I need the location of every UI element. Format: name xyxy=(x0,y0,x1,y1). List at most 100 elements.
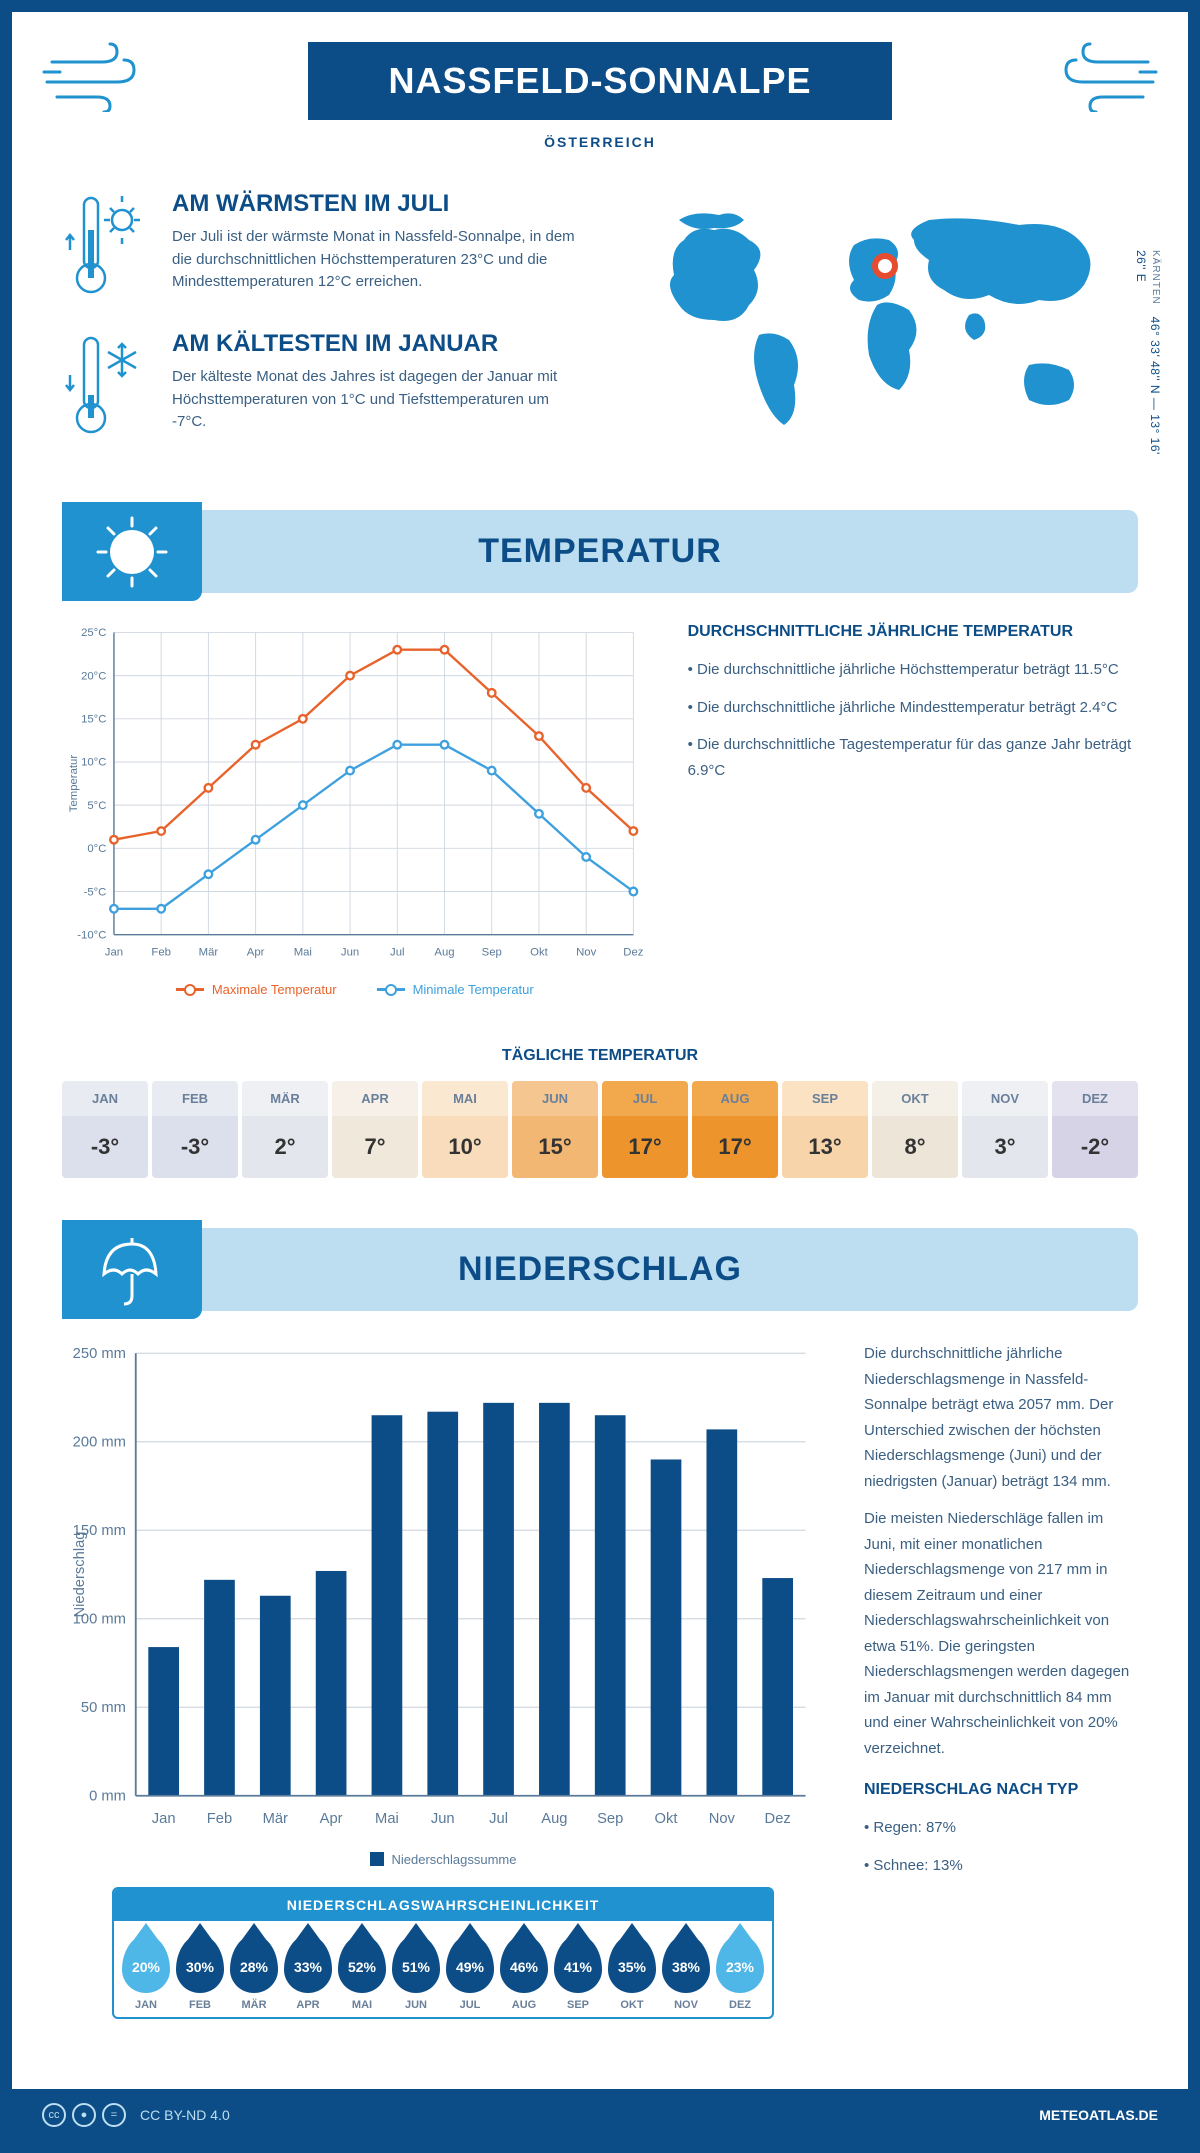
svg-text:Jan: Jan xyxy=(105,946,123,958)
precip-type-line: • Regen: 87% xyxy=(864,1815,1138,1841)
svg-text:Jul: Jul xyxy=(489,1811,508,1827)
month-cell: JUN 15° xyxy=(512,1081,598,1178)
drop-icon: 33% xyxy=(284,1935,332,1993)
daily-temp-strip: JAN -3°FEB -3°MÄR 2°APR 7°MAI 10°JUN 15°… xyxy=(12,1081,1188,1178)
svg-text:Apr: Apr xyxy=(320,1811,343,1827)
drop-cell: 23% DEZ xyxy=(716,1935,764,2011)
drop-icon: 35% xyxy=(608,1935,656,1993)
legend-swatch-max xyxy=(176,988,204,991)
fact-cold-text: Der kälteste Monat des Jahres ist dagege… xyxy=(172,366,580,434)
page-title: NASSFELD-SONNALPE xyxy=(308,42,891,120)
month-cell: APR 7° xyxy=(332,1081,418,1178)
month-cell-label: SEP xyxy=(782,1081,868,1116)
fact-coldest: AM KÄLTESTEN IM JANUAR Der kälteste Mona… xyxy=(62,330,580,440)
drop-cell: 33% APR xyxy=(284,1935,332,2011)
svg-text:10°C: 10°C xyxy=(81,757,106,769)
drop-month-label: JUL xyxy=(446,1999,494,2011)
drop-month-label: MAI xyxy=(338,1999,386,2011)
region-label: KÄRNTEN xyxy=(1150,250,1161,305)
drop-month-label: AUG xyxy=(500,1999,548,2011)
legend-min-label: Minimale Temperatur xyxy=(413,982,534,997)
svg-text:Mai: Mai xyxy=(375,1811,399,1827)
month-cell-label: FEB xyxy=(152,1081,238,1116)
temp-summary-title: DURCHSCHNITTLICHE JÄHRLICHE TEMPERATUR xyxy=(688,623,1138,641)
month-cell-label: NOV xyxy=(962,1081,1048,1116)
svg-text:Sep: Sep xyxy=(597,1811,623,1827)
svg-text:Niederschlag: Niederschlag xyxy=(72,1532,88,1618)
temperature-title: TEMPERATUR xyxy=(62,532,1138,571)
precip-legend: Niederschlagssumme xyxy=(62,1852,824,1867)
month-cell-value: 8° xyxy=(872,1116,958,1178)
fact-warm-title: AM WÄRMSTEN IM JULI xyxy=(172,190,580,218)
svg-text:-5°C: -5°C xyxy=(84,886,107,898)
precip-p2: Die meisten Niederschläge fallen im Juni… xyxy=(864,1506,1138,1761)
svg-text:Feb: Feb xyxy=(151,946,171,958)
drop-cell: 41% SEP xyxy=(554,1935,602,2011)
month-cell-value: 15° xyxy=(512,1116,598,1178)
cc-icon: cc xyxy=(42,2103,66,2127)
month-cell-value: 7° xyxy=(332,1116,418,1178)
svg-text:Jul: Jul xyxy=(390,946,404,958)
month-cell: MAI 10° xyxy=(422,1081,508,1178)
drop-month-label: DEZ xyxy=(716,1999,764,2011)
svg-text:25°C: 25°C xyxy=(81,627,106,639)
legend-max-label: Maximale Temperatur xyxy=(212,982,337,997)
drop-icon: 51% xyxy=(392,1935,440,1993)
month-cell-value: -3° xyxy=(62,1116,148,1178)
infographic-page: NASSFELD-SONNALPE ÖSTERREICH xyxy=(0,0,1200,2153)
svg-text:Aug: Aug xyxy=(434,946,454,958)
header: NASSFELD-SONNALPE ÖSTERREICH xyxy=(12,12,1188,170)
fact-warmest: AM WÄRMSTEN IM JULI Der Juli ist der wär… xyxy=(62,190,580,300)
svg-text:Okt: Okt xyxy=(655,1811,678,1827)
drop-icon: 23% xyxy=(716,1935,764,1993)
site-name: METEOATLAS.DE xyxy=(1039,2107,1158,2123)
temperature-chart-row: -10°C-5°C0°C5°C10°C15°C20°C25°CJanFebMär… xyxy=(12,623,1188,1027)
by-icon: ● xyxy=(72,2103,96,2127)
svg-text:Aug: Aug xyxy=(541,1811,567,1827)
drop-icon: 41% xyxy=(554,1935,602,1993)
drop-month-label: MÄR xyxy=(230,1999,278,2011)
drop-month-label: APR xyxy=(284,1999,332,2011)
thermometer-cold-icon xyxy=(62,330,152,440)
svg-text:0°C: 0°C xyxy=(87,843,106,855)
month-cell-label: JUN xyxy=(512,1081,598,1116)
drop-month-label: JUN xyxy=(392,1999,440,2011)
umbrella-icon xyxy=(62,1220,202,1319)
drop-cell: 20% JAN xyxy=(122,1935,170,2011)
svg-text:200 mm: 200 mm xyxy=(73,1435,126,1451)
month-cell-label: JUL xyxy=(602,1081,688,1116)
cc-icons: cc ● = xyxy=(42,2103,126,2127)
svg-text:50 mm: 50 mm xyxy=(81,1700,126,1716)
month-cell: JUL 17° xyxy=(602,1081,688,1178)
month-cell-label: APR xyxy=(332,1081,418,1116)
temp-summary-line: • Die durchschnittliche jährliche Mindes… xyxy=(688,695,1138,721)
temp-legend: Maximale Temperatur Minimale Temperatur xyxy=(62,982,648,997)
svg-text:Apr: Apr xyxy=(247,946,265,958)
month-cell-value: -3° xyxy=(152,1116,238,1178)
fact-cold-title: AM KÄLTESTEN IM JANUAR xyxy=(172,330,580,358)
footer: cc ● = CC BY-ND 4.0 METEOATLAS.DE xyxy=(12,2089,1188,2141)
month-cell-label: MÄR xyxy=(242,1081,328,1116)
month-cell-value: -2° xyxy=(1052,1116,1138,1178)
legend-swatch-precip xyxy=(370,1852,384,1866)
month-cell-value: 10° xyxy=(422,1116,508,1178)
month-cell: AUG 17° xyxy=(692,1081,778,1178)
section-banner-temperature: TEMPERATUR xyxy=(62,510,1138,593)
coordinates: KÄRNTEN 46° 33' 48'' N — 13° 16' 26'' E xyxy=(1134,250,1162,470)
month-cell-label: AUG xyxy=(692,1081,778,1116)
thermometer-hot-icon xyxy=(62,190,152,300)
precipitation-chart-row: 0 mm50 mm100 mm150 mm200 mm250 mmJanFebM… xyxy=(12,1341,1188,2049)
svg-text:5°C: 5°C xyxy=(87,800,106,812)
intro-section: AM WÄRMSTEN IM JULI Der Juli ist der wär… xyxy=(12,170,1188,500)
temp-summary-line: • Die durchschnittliche jährliche Höchst… xyxy=(688,657,1138,683)
svg-text:Dez: Dez xyxy=(623,946,643,958)
svg-text:Jan: Jan xyxy=(152,1811,176,1827)
world-map xyxy=(620,190,1138,450)
month-cell: JAN -3° xyxy=(62,1081,148,1178)
legend-swatch-min xyxy=(377,988,405,991)
svg-text:0 mm: 0 mm xyxy=(89,1789,126,1805)
precip-p1: Die durchschnittliche jährliche Niedersc… xyxy=(864,1341,1138,1494)
month-cell-value: 3° xyxy=(962,1116,1048,1178)
month-cell: MÄR 2° xyxy=(242,1081,328,1178)
drop-cell: 46% AUG xyxy=(500,1935,548,2011)
